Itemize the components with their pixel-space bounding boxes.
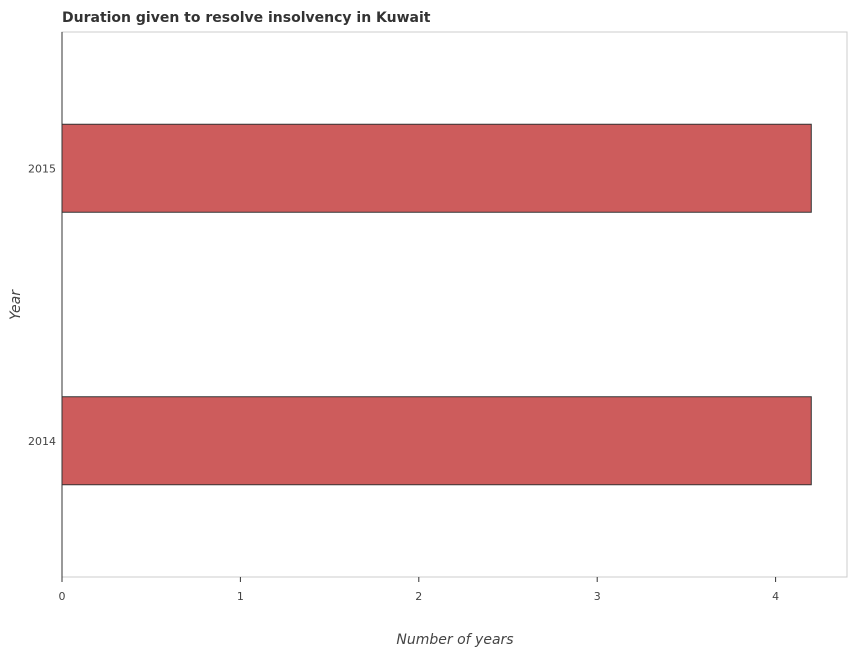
x-tick-label-4: 4 xyxy=(772,590,779,603)
bar-2014 xyxy=(61,396,812,486)
chart-title: Duration given to resolve insolvency in … xyxy=(62,10,431,26)
x-tick-label-3: 3 xyxy=(594,590,601,603)
x-tick-label-1: 1 xyxy=(237,590,244,603)
y-tick-label-2014: 2014 xyxy=(28,435,56,448)
x-tick-label-0: 0 xyxy=(59,590,66,603)
plot-frame xyxy=(61,31,848,578)
x-tick-label-2: 2 xyxy=(415,590,422,603)
x-axis-title: Number of years xyxy=(396,632,513,648)
y-axis-title: Year xyxy=(8,289,24,320)
bar-2015 xyxy=(61,123,812,213)
y-tick-label-2015: 2015 xyxy=(28,162,56,175)
